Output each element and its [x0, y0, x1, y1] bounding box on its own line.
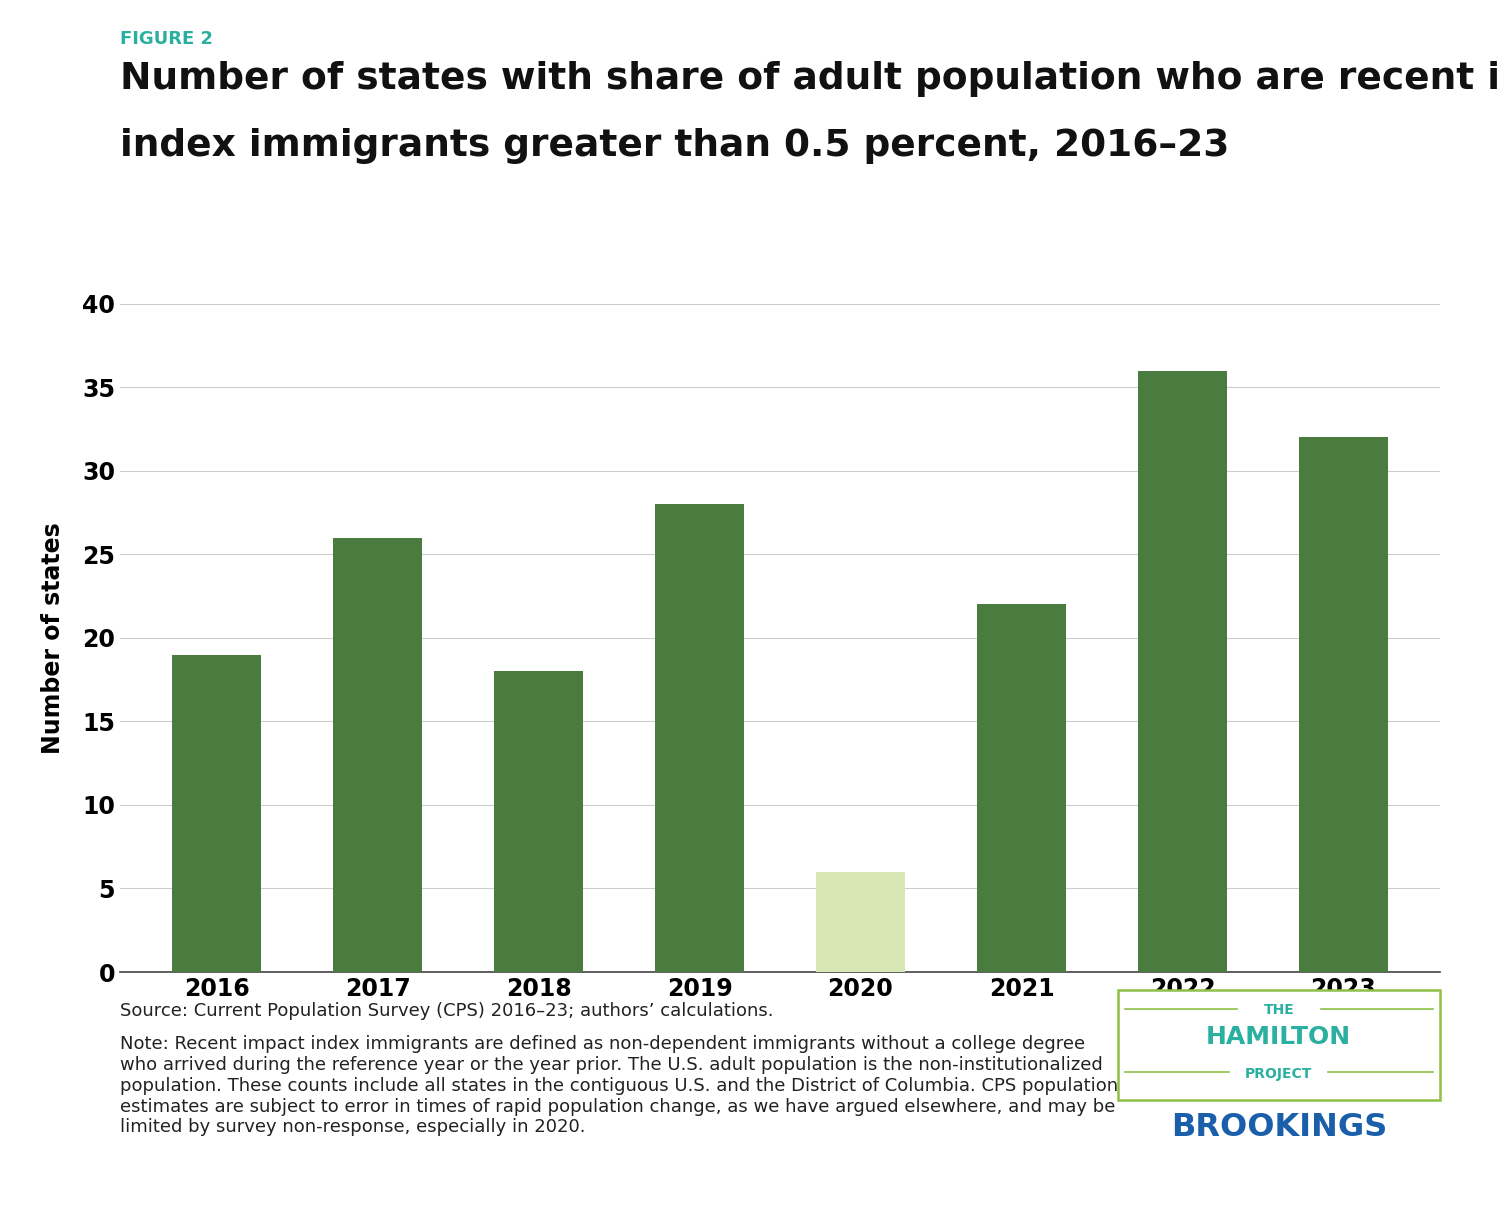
Bar [333, 537, 422, 972]
Text: THE: THE [1263, 1004, 1294, 1017]
Text: PROJECT: PROJECT [1245, 1067, 1312, 1081]
Bar [495, 671, 584, 972]
Text: FIGURE 2: FIGURE 2 [120, 30, 213, 49]
Text: Source: Current Population Survey (CPS) 2016–23; authors’ calculations.: Source: Current Population Survey (CPS) … [120, 1002, 774, 1021]
Text: index immigrants greater than 0.5 percent, 2016–23: index immigrants greater than 0.5 percen… [120, 128, 1230, 164]
Bar [816, 872, 904, 972]
Y-axis label: Number of states: Number of states [42, 522, 66, 753]
Text: Number of states with share of adult population who are recent impact: Number of states with share of adult pop… [120, 61, 1500, 97]
Text: BROOKINGS: BROOKINGS [1170, 1112, 1388, 1143]
Text: Note: Recent impact index immigrants are defined as non-dependent immigrants wit: Note: Recent impact index immigrants are… [120, 1035, 1118, 1136]
Bar [976, 604, 1065, 972]
Bar [1138, 371, 1227, 972]
Bar [656, 504, 744, 972]
Bar [172, 655, 261, 972]
Text: HAMILTON: HAMILTON [1206, 1025, 1352, 1050]
Bar [1299, 437, 1388, 972]
